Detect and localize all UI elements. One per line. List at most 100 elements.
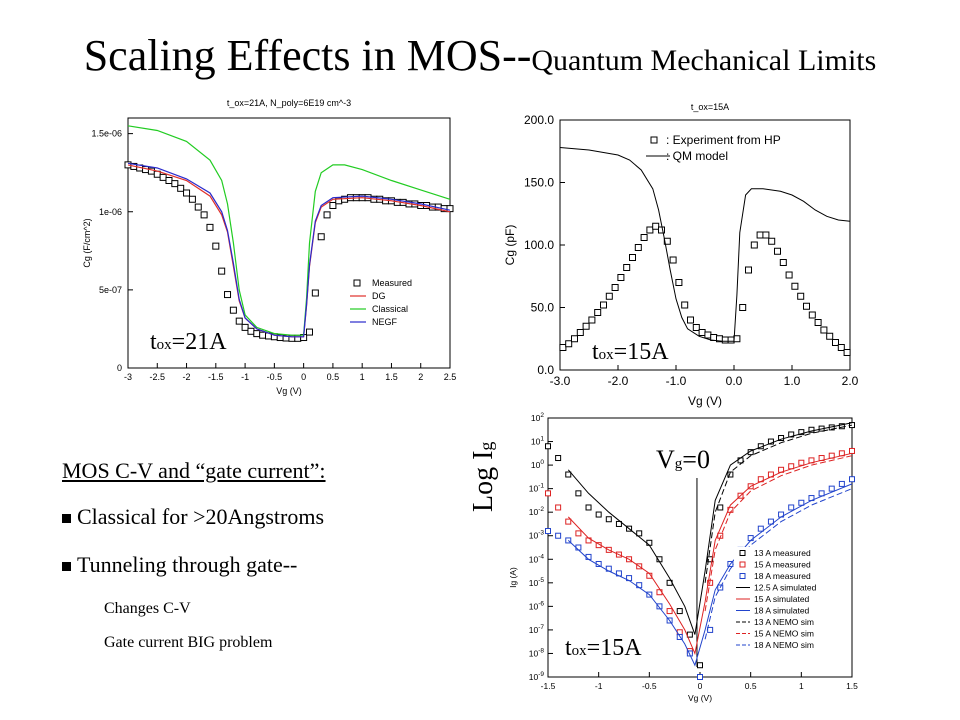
data-point — [774, 247, 781, 255]
data-point — [565, 471, 572, 478]
data-point — [646, 539, 653, 546]
data-point — [376, 195, 384, 203]
data-point — [838, 450, 845, 457]
data-point — [571, 335, 578, 343]
series-line — [704, 424, 853, 583]
data-point — [335, 197, 343, 205]
data-point — [446, 205, 454, 213]
data-point — [276, 334, 284, 342]
data-point — [721, 336, 729, 344]
bullet-2-text: Tunneling through gate-- — [77, 552, 298, 577]
data-point — [717, 584, 724, 591]
data-point — [788, 431, 795, 438]
y-tick-label: 0 — [117, 363, 122, 373]
series-line — [704, 488, 853, 640]
data-point — [428, 203, 436, 211]
y-tick-label: 200.0 — [524, 113, 554, 127]
x-tick-label: 1.0 — [784, 374, 801, 388]
y-tick-label: 10-6 — [529, 600, 545, 611]
data-point — [153, 170, 161, 178]
data-point — [798, 499, 805, 506]
data-point — [626, 575, 633, 582]
data-point — [294, 334, 302, 342]
legend-label: 18 A simulated — [754, 606, 810, 616]
x-tick-label: -3.0 — [550, 374, 571, 388]
data-point — [808, 495, 815, 502]
series-line — [567, 422, 853, 635]
data-point — [358, 194, 366, 202]
legend-marker — [739, 561, 746, 568]
data-point — [820, 326, 828, 334]
data-point — [652, 222, 660, 230]
data-point — [666, 617, 673, 624]
data-point — [545, 443, 551, 450]
y-tick-label: 100 — [531, 459, 544, 470]
data-point — [737, 546, 744, 553]
data-point — [259, 331, 267, 339]
y-axis-label: Ig (A) — [508, 567, 518, 588]
data-point — [739, 304, 747, 311]
data-point — [615, 570, 622, 577]
data-point — [305, 328, 313, 336]
x-tick-label: -0.5 — [642, 681, 657, 691]
data-point — [423, 202, 431, 209]
x-tick-label: -2.5 — [150, 372, 166, 382]
data-point — [681, 301, 689, 309]
data-point — [686, 648, 693, 655]
legend-label: Measured — [372, 278, 412, 288]
data-point — [229, 306, 237, 314]
x-tick-label: -3 — [124, 372, 132, 382]
legend-label: 18 A measured — [754, 571, 811, 581]
callout-tox-15a-top: tox=15A — [592, 340, 669, 364]
data-point — [687, 316, 694, 324]
legend-marker — [739, 550, 746, 556]
data-point — [843, 349, 851, 356]
data-point — [585, 537, 592, 544]
data-point — [717, 504, 724, 511]
data-point — [778, 511, 785, 518]
data-point — [778, 466, 785, 473]
data-point — [565, 518, 572, 525]
data-point — [605, 292, 613, 300]
series-line — [127, 164, 451, 338]
y-tick-label: 10-1 — [529, 483, 545, 494]
data-point — [629, 254, 636, 261]
data-point — [582, 322, 590, 330]
subbullet-1: Changes C-V — [104, 600, 191, 617]
y-tick-label: 10-3 — [529, 530, 545, 541]
data-point — [595, 542, 602, 549]
data-point — [747, 449, 754, 456]
data-point — [727, 560, 734, 567]
callout-tox-21a: tox=21A — [150, 330, 227, 354]
y-tick-label: 10-2 — [529, 506, 545, 517]
data-point — [707, 556, 714, 563]
x-tick-label: 0.0 — [726, 374, 743, 388]
data-point — [828, 424, 835, 431]
data-point — [658, 226, 665, 234]
y-tick-label: 10-9 — [529, 671, 545, 682]
data-point — [136, 164, 144, 172]
data-point — [585, 504, 592, 511]
data-point — [704, 331, 712, 339]
series-line — [127, 162, 451, 338]
data-point — [555, 455, 562, 462]
data-point — [646, 591, 653, 598]
data-point — [717, 532, 724, 539]
x-tick-label: 1 — [799, 681, 804, 691]
x-tick-label: -1 — [241, 372, 249, 382]
data-point — [218, 267, 226, 275]
bullet-square-icon — [62, 562, 71, 572]
data-point — [692, 324, 700, 331]
data-point — [818, 425, 825, 432]
data-point — [364, 194, 372, 202]
data-point — [814, 319, 822, 326]
data-point — [768, 237, 776, 245]
data-point — [611, 284, 619, 291]
data-point — [194, 203, 202, 211]
data-point — [803, 302, 810, 310]
data-point — [832, 339, 839, 346]
y-tick-label: 100.0 — [524, 238, 554, 252]
data-point — [188, 195, 196, 203]
data-point — [797, 292, 805, 300]
data-point — [838, 423, 845, 430]
